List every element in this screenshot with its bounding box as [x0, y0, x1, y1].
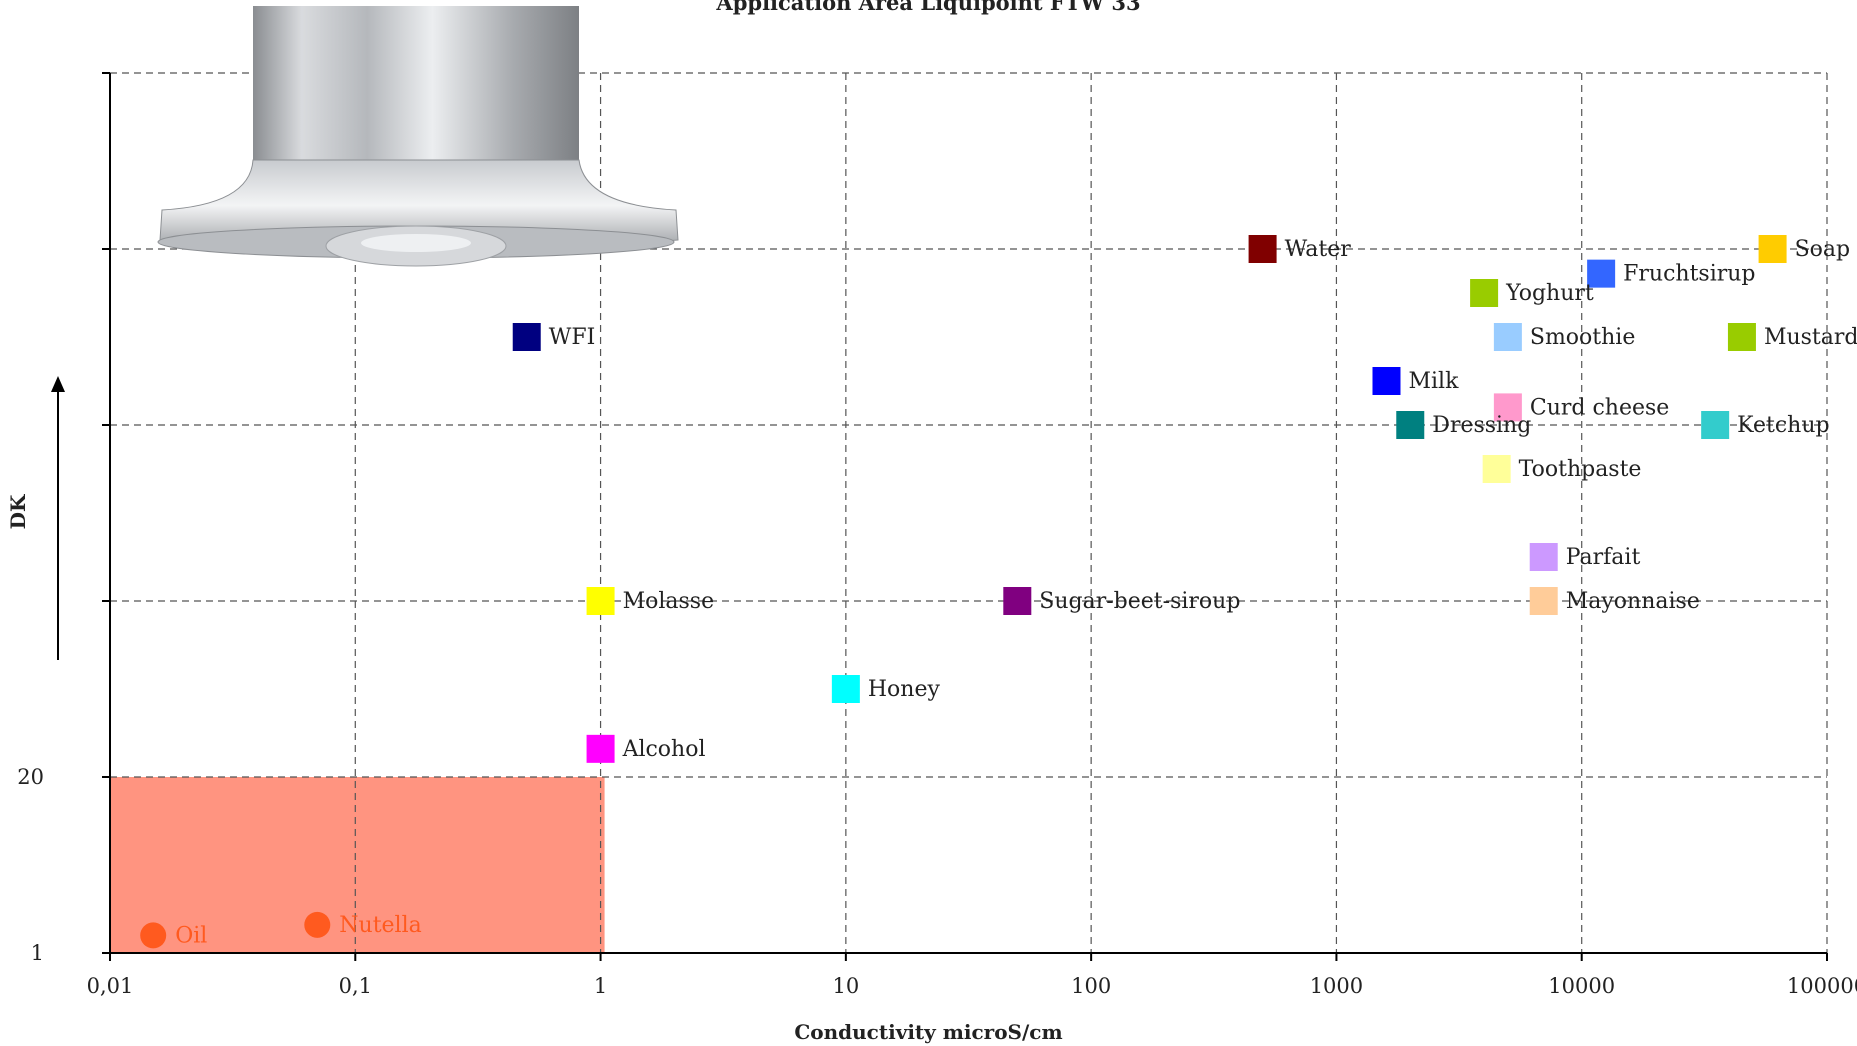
point-fruchtsirup	[1587, 259, 1616, 288]
x-tick-label: 0,01	[87, 974, 134, 998]
point-wfi	[512, 323, 541, 351]
point-label-alcohol: Alcohol	[622, 737, 706, 762]
y-tick-label: 20	[17, 765, 44, 789]
point-label-molasse: Molasse	[623, 589, 715, 614]
x-tick-label: 1000	[1310, 974, 1363, 998]
excluded-region-layer	[110, 777, 605, 953]
point-nutella	[304, 911, 331, 938]
point-label-mustard: Mustard	[1764, 325, 1857, 350]
point-label-oil: Oil	[175, 923, 207, 948]
point-oil	[140, 922, 167, 949]
point-label-ketchup: Ketchup	[1737, 413, 1829, 438]
point-yoghurt	[1470, 279, 1499, 307]
point-label-yoghurt: Yoghurt	[1505, 281, 1594, 306]
axis-layer: 0,01 0,1 1 10 100 1000 10000 100000 1 20	[17, 72, 1857, 998]
point-water	[1248, 235, 1277, 263]
point-toothpaste	[1482, 455, 1511, 483]
point-label-water: Water	[1285, 237, 1352, 262]
point-molasse	[586, 587, 615, 615]
point-label-smoothie: Smoothie	[1530, 325, 1636, 350]
x-tick-label: 100000	[1787, 974, 1857, 998]
point-label-mayonnaise: Mayonnaise	[1566, 589, 1700, 614]
dk-arrow	[51, 376, 65, 660]
point-label-toothpaste: Toothpaste	[1519, 457, 1642, 482]
point-smoothie	[1493, 323, 1522, 351]
point-label-curd-cheese: Curd cheese	[1530, 395, 1669, 420]
x-tick-label: 100	[1071, 974, 1111, 998]
y-tick-label: 1	[31, 941, 44, 965]
point-label-dressing: Dressing	[1432, 413, 1531, 438]
point-label-milk: Milk	[1408, 369, 1459, 394]
point-milk	[1372, 367, 1401, 395]
point-mustard	[1727, 323, 1756, 351]
point-ketchup	[1701, 411, 1730, 439]
point-curd-cheese	[1493, 393, 1522, 422]
point-label-soap: Soap	[1795, 237, 1851, 262]
chart-title: Application Area Liquipoint FTW 33	[716, 0, 1141, 15]
x-axis-label: Conductivity microS/cm	[794, 1020, 1063, 1044]
point-label-sugar-beet-siroup: Sugar-beet-siroup	[1039, 589, 1240, 614]
point-label-honey: Honey	[868, 677, 941, 702]
x-tick-label: 0,1	[339, 974, 372, 998]
point-parfait	[1529, 543, 1558, 571]
x-tick-label: 1	[594, 974, 607, 998]
label-layer: Oil Nutella Alcohol Honey Molasse Sugar-beet-…	[175, 237, 1857, 948]
x-tick-label: 10000	[1548, 974, 1615, 998]
point-label-parfait: Parfait	[1566, 545, 1641, 570]
point-label-nutella: Nutella	[339, 913, 421, 938]
sensor-illustration	[157, 6, 679, 267]
y-axis-label: DK	[6, 494, 30, 530]
point-dressing	[1396, 411, 1425, 439]
excluded-region	[110, 777, 605, 953]
x-tick-label: 10	[832, 974, 859, 998]
point-mayonnaise	[1529, 587, 1558, 615]
point-label-wfi: WFI	[549, 325, 596, 350]
marker-layer	[140, 235, 1787, 949]
point-alcohol	[586, 734, 615, 763]
point-honey	[831, 675, 860, 703]
point-sugar-beet-siroup	[1003, 587, 1032, 615]
point-label-fruchtsirup: Fruchtsirup	[1623, 262, 1755, 287]
point-soap	[1758, 235, 1787, 263]
